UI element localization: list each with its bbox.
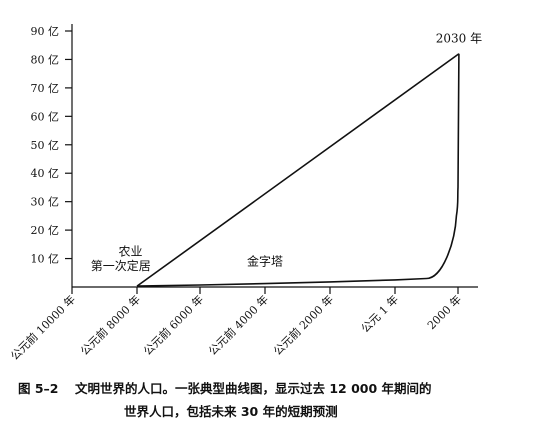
population-curve xyxy=(136,53,460,287)
x-tick-label: 公元前 4000 年 xyxy=(205,292,271,358)
x-tick-label: 2000 年 xyxy=(424,292,464,332)
x-tick-label: 公元前 8000 年 xyxy=(77,292,143,358)
y-tick-label: 10 亿 xyxy=(31,253,60,266)
x-tick-label: 公元 1 年 xyxy=(358,292,401,335)
y-tick-label: 20 亿 xyxy=(31,224,60,237)
population-chart: 10 亿 20 亿 30 亿 40 亿 50 亿 60 亿 70 亿 80 亿 90 亿 公元前… xyxy=(7,24,482,363)
caption-text-line2: 世界人口，包括未来 30 年的短期预测 xyxy=(124,404,338,419)
y-tick-label: 70 亿 xyxy=(31,82,60,95)
x-tick-label: 公元前 6000 年 xyxy=(140,292,206,358)
y-tick-label: 80 亿 xyxy=(31,53,60,66)
annotation-label: 金字塔 xyxy=(247,254,283,269)
x-tick-label: 公元前 10000 年 xyxy=(7,292,78,363)
caption-text-line1: 文明世界的人口。一张典型曲线图，显示过去 12 000 年期间的 xyxy=(75,381,432,396)
projection-line xyxy=(136,53,460,287)
figure-label: 图 5–2 xyxy=(18,381,59,396)
annotation-label: 第一次定居 xyxy=(91,258,151,273)
y-ticks: 10 亿 20 亿 30 亿 40 亿 50 亿 60 亿 70 亿 80 亿 90 亿 xyxy=(31,25,72,266)
y-tick-label: 50 亿 xyxy=(31,139,60,152)
y-tick-label: 60 亿 xyxy=(31,110,60,123)
x-ticks: 公元前 10000 年公元前 8000 年公元前 6000 年公元前 4000 … xyxy=(7,287,464,363)
y-tick-label: 90 亿 xyxy=(31,25,60,38)
annotation-label: 农业 xyxy=(118,245,142,259)
series-group xyxy=(136,53,460,287)
x-tick-label: 公元前 2000 年 xyxy=(270,292,336,358)
y-tick-label: 40 亿 xyxy=(31,167,60,180)
annotation-label: 2030 年 xyxy=(436,31,482,45)
y-tick-label: 30 亿 xyxy=(31,196,60,209)
